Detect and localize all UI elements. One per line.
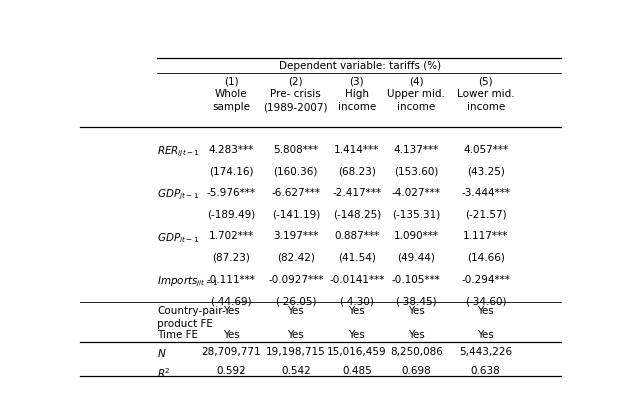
Text: (160.36): (160.36): [273, 166, 318, 176]
Text: 1.117***: 1.117***: [463, 231, 508, 241]
Text: (4)
Upper mid.
income: (4) Upper mid. income: [387, 76, 445, 112]
Text: (-4.30): (-4.30): [339, 296, 374, 306]
Text: 0.542: 0.542: [281, 366, 310, 376]
Text: Yes: Yes: [223, 330, 239, 340]
Text: $Imports_{jit-1}$: $Imports_{jit-1}$: [157, 275, 218, 289]
Text: Yes: Yes: [348, 306, 365, 316]
Text: (-34.60): (-34.60): [465, 296, 506, 306]
Text: 0.638: 0.638: [471, 366, 500, 376]
Text: 5,443,226: 5,443,226: [459, 347, 512, 357]
Text: 0.485: 0.485: [342, 366, 372, 376]
Text: 4.057***: 4.057***: [463, 145, 508, 155]
Text: 4.137***: 4.137***: [394, 145, 439, 155]
Text: (-38.45): (-38.45): [396, 296, 437, 306]
Text: 28,709,771: 28,709,771: [202, 347, 261, 357]
Text: (-189.49): (-189.49): [207, 209, 255, 219]
Text: Yes: Yes: [408, 330, 425, 340]
Text: -0.294***: -0.294***: [461, 275, 510, 285]
Text: Yes: Yes: [287, 306, 304, 316]
Text: -4.027***: -4.027***: [392, 188, 441, 198]
Text: (174.16): (174.16): [209, 166, 253, 176]
Text: Time FE: Time FE: [157, 330, 198, 340]
Text: -5.976***: -5.976***: [207, 188, 256, 198]
Text: (41.54): (41.54): [338, 252, 376, 262]
Text: Yes: Yes: [287, 330, 304, 340]
Text: Yes: Yes: [223, 306, 239, 316]
Text: $N$: $N$: [157, 347, 166, 359]
Text: (2)
Pre- crisis
(1989-2007): (2) Pre- crisis (1989-2007): [264, 76, 328, 112]
Text: Yes: Yes: [348, 330, 365, 340]
Text: -6.627***: -6.627***: [271, 188, 320, 198]
Text: (-44.69): (-44.69): [211, 296, 252, 306]
Text: -3.444***: -3.444***: [461, 188, 510, 198]
Text: (153.60): (153.60): [394, 166, 438, 176]
Text: 0.592: 0.592: [216, 366, 246, 376]
Text: Yes: Yes: [477, 330, 494, 340]
Text: (43.25): (43.25): [467, 166, 505, 176]
Text: -0.0141***: -0.0141***: [329, 275, 385, 285]
Text: (-148.25): (-148.25): [333, 209, 381, 219]
Text: 5.808***: 5.808***: [273, 145, 318, 155]
Text: Dependent variable: tariffs (%): Dependent variable: tariffs (%): [279, 61, 442, 71]
Text: -0.111***: -0.111***: [207, 275, 256, 285]
Text: $R^2$: $R^2$: [157, 366, 171, 380]
Text: (68.23): (68.23): [338, 166, 376, 176]
Text: 8,250,086: 8,250,086: [390, 347, 443, 357]
Text: Yes: Yes: [477, 306, 494, 316]
Text: (3)
High
income: (3) High income: [338, 76, 376, 112]
Text: -0.105***: -0.105***: [392, 275, 441, 285]
Text: 1.090***: 1.090***: [394, 231, 439, 241]
Text: 0.698: 0.698: [401, 366, 431, 376]
Text: 0.887***: 0.887***: [334, 231, 380, 241]
Text: $GDP_{it-1}$: $GDP_{it-1}$: [157, 231, 199, 245]
Text: -0.0927***: -0.0927***: [268, 275, 323, 285]
Text: Country-pair-
product FE: Country-pair- product FE: [157, 306, 226, 329]
Text: 15,016,459: 15,016,459: [327, 347, 387, 357]
Text: $RER_{ijt-1}$: $RER_{ijt-1}$: [157, 145, 200, 159]
Text: (49.44): (49.44): [397, 252, 435, 262]
Text: (-141.19): (-141.19): [271, 209, 320, 219]
Text: 1.414***: 1.414***: [334, 145, 380, 155]
Text: (87.23): (87.23): [212, 252, 250, 262]
Text: Yes: Yes: [408, 306, 425, 316]
Text: (14.66): (14.66): [467, 252, 505, 262]
Text: (-26.05): (-26.05): [275, 296, 317, 306]
Text: (-21.57): (-21.57): [465, 209, 506, 219]
Text: 3.197***: 3.197***: [273, 231, 318, 241]
Text: 4.283***: 4.283***: [209, 145, 254, 155]
Text: $GDP_{jt-1}$: $GDP_{jt-1}$: [157, 188, 199, 202]
Text: (-135.31): (-135.31): [392, 209, 440, 219]
Text: 19,198,715: 19,198,715: [266, 347, 326, 357]
Text: (1)
Whole
sample: (1) Whole sample: [212, 76, 250, 112]
Text: 1.702***: 1.702***: [209, 231, 254, 241]
Text: -2.417***: -2.417***: [332, 188, 381, 198]
Text: (82.42): (82.42): [277, 252, 315, 262]
Text: (5)
Lower mid.
income: (5) Lower mid. income: [457, 76, 515, 112]
